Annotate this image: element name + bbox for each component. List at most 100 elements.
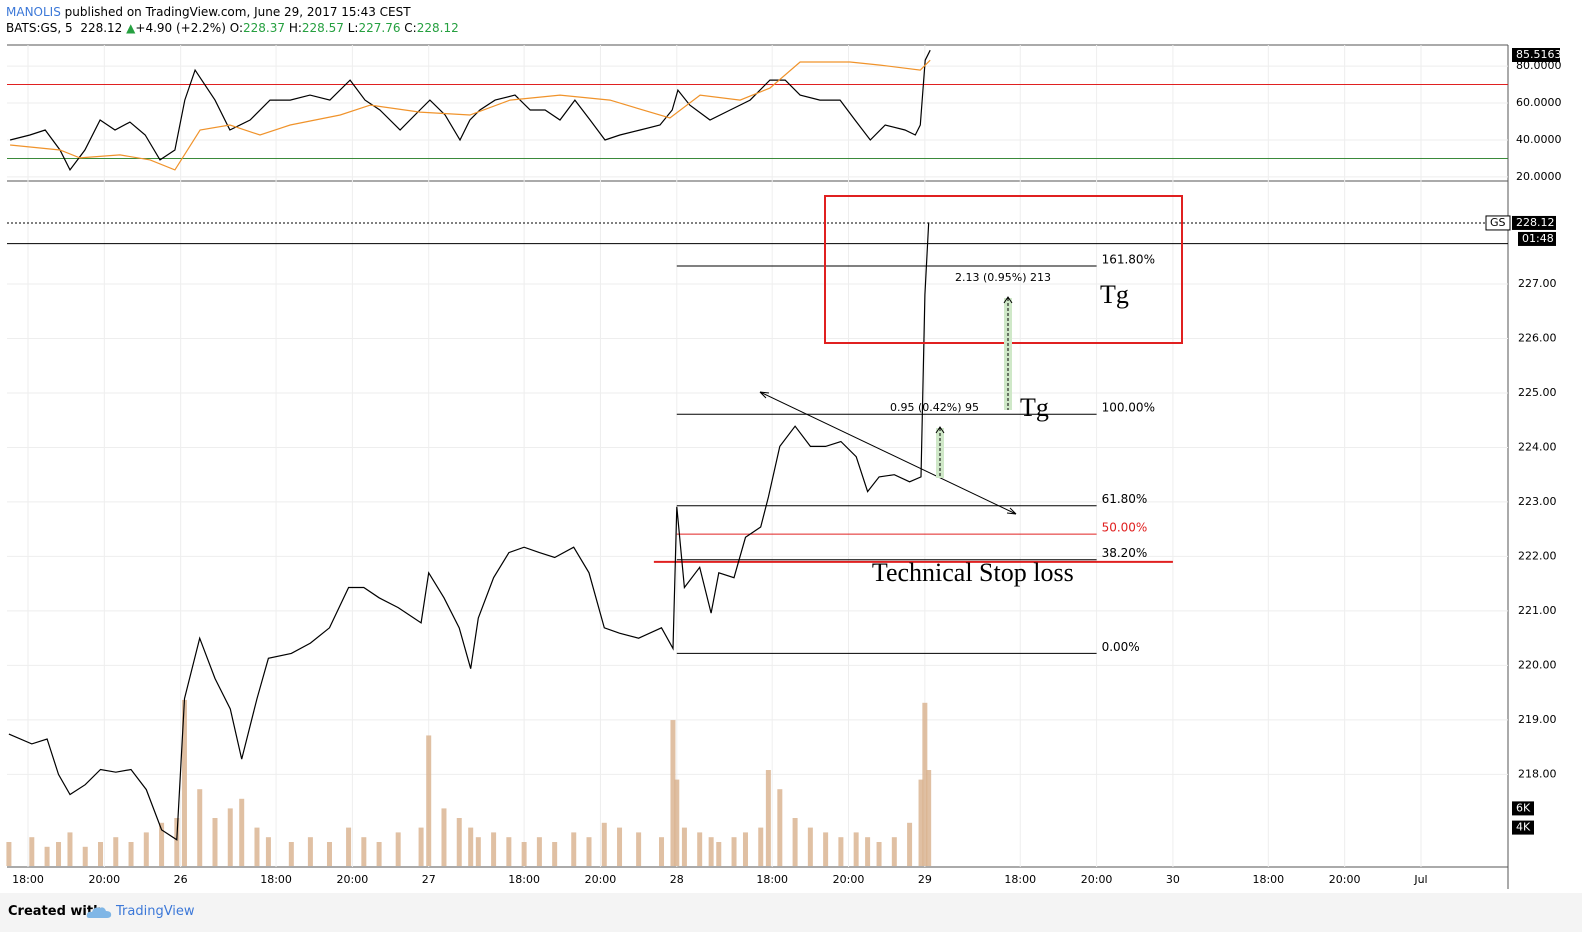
volume-bar [617,827,623,866]
volume-bar [506,837,512,866]
volume-bar [418,827,424,866]
last-price-box [1512,215,1556,230]
target-label: Tg [1100,280,1129,309]
volume-bar [823,832,829,866]
volume-bar [922,702,928,866]
volume-tick-box [1512,820,1534,835]
change: +4.90 (+2.2%) [135,21,226,35]
volume-tick-box [1512,801,1534,816]
volume-bar [571,832,577,866]
volume-bar [491,832,497,866]
chart: 161.80% 100.00% 61.80% 50.00% 38.20% 0.00% Tec… [6,44,1562,889]
volume-bar [670,720,676,866]
y-tick-label: 223.00 [1518,495,1557,508]
volume-bar [742,832,748,866]
x-tick-label: 20:00 [585,873,617,886]
y-tick-label: 80.0000 [1516,59,1562,72]
countdown: 01:48 [1522,232,1554,245]
x-tick-label: 30 [1166,873,1180,886]
volume-bar [395,832,401,866]
volume-bar [212,818,218,866]
volume-tick-label: 4K [1516,821,1531,834]
volume-bar [716,842,722,866]
x-tick-label: 18:00 [12,873,44,886]
x-tick-label: 27 [422,873,436,886]
countdown-box [1518,231,1556,246]
volume-bar [346,827,352,866]
measure-head [1003,296,1013,304]
volume-bar [456,818,462,866]
open-label: O: [229,21,243,35]
series-line [8,222,930,841]
volume-bar [288,842,294,866]
x-tick-label: 20:00 [833,873,865,886]
volume-bar [113,837,119,866]
open: 228.37 [243,21,285,35]
target-box [824,195,1183,344]
volume-bar [777,789,783,866]
fib-label: 61.80% [1102,492,1148,506]
volume-bar [681,827,687,866]
measure-label: 2.13 (0.95%) 213 [955,271,1051,284]
x-tick-label: Jul [1413,873,1427,886]
volume-tick-label: 6K [1516,801,1531,814]
rsi-last-label: 85.5163 [1516,48,1562,61]
trend-arrows [759,391,1017,515]
volume-bar [56,842,62,866]
volume-bar [174,818,180,866]
close-label: C: [404,21,417,35]
fib-label: 100.00% [1102,401,1155,415]
x-tick-label: 29 [918,873,932,886]
symbol: BATS:GS, 5 [6,21,73,35]
volume-bar [254,827,260,866]
y-tick-label: 60.0000 [1516,96,1562,109]
y-tick-label: 20.0000 [1516,170,1562,183]
y-tick-label: 226.00 [1518,331,1557,344]
brand[interactable]: TradingView [116,904,195,919]
y-tick-label: 227.00 [1518,277,1557,290]
volume-bar [918,779,924,866]
volume-bar [697,832,703,866]
fib-label: 161.80% [1102,253,1155,267]
volume-bar [361,837,367,866]
measure-label: 0.95 (0.42%) 95 [890,401,979,414]
volume-bar [326,842,332,866]
volume-bar [376,842,382,866]
volume-bar [159,822,165,866]
volume-bar [128,842,134,866]
volume-bar [44,846,50,866]
series-line [9,49,931,172]
volume-bar [838,837,844,866]
created-with: Created with [8,904,103,919]
high-label: H: [288,21,302,35]
volume-bar [926,770,932,866]
volume-bar [731,837,737,866]
x-tick-label: 28 [670,873,684,886]
fib-label: 50.00% [1102,521,1148,535]
y-tick-label: 218.00 [1518,767,1557,780]
quote-line: BATS:GS, 5 228.12 ▲+4.90 (+2.2%) O:228.3… [6,20,459,36]
volume-bar [98,842,104,866]
y-tick-label: 40.0000 [1516,133,1562,146]
volume-bar [552,842,558,866]
volume-bar [475,837,481,866]
high: 228.57 [301,21,344,35]
y-tick-label: 225.00 [1518,386,1557,399]
x-tick-label: 18:00 [260,873,292,886]
last: 228.12 [80,21,123,35]
symbol-tag: GS [1490,216,1506,229]
volume-bar [601,822,607,866]
footer: Created with TradingView [0,893,1582,932]
volume-bar [865,837,871,866]
volume-bar [907,822,913,866]
volume-bar [765,770,771,866]
x-tick-label: 18:00 [756,873,788,886]
x-tick-label: 18:00 [1004,873,1036,886]
volume-bar [758,827,764,866]
volume-bar [708,837,714,866]
volume-bar [674,779,680,866]
x-tick-label: 20:00 [337,873,369,886]
volume-bar [227,808,233,866]
volume-bar [792,818,798,866]
last-price-label: 228.12 [1516,216,1555,229]
